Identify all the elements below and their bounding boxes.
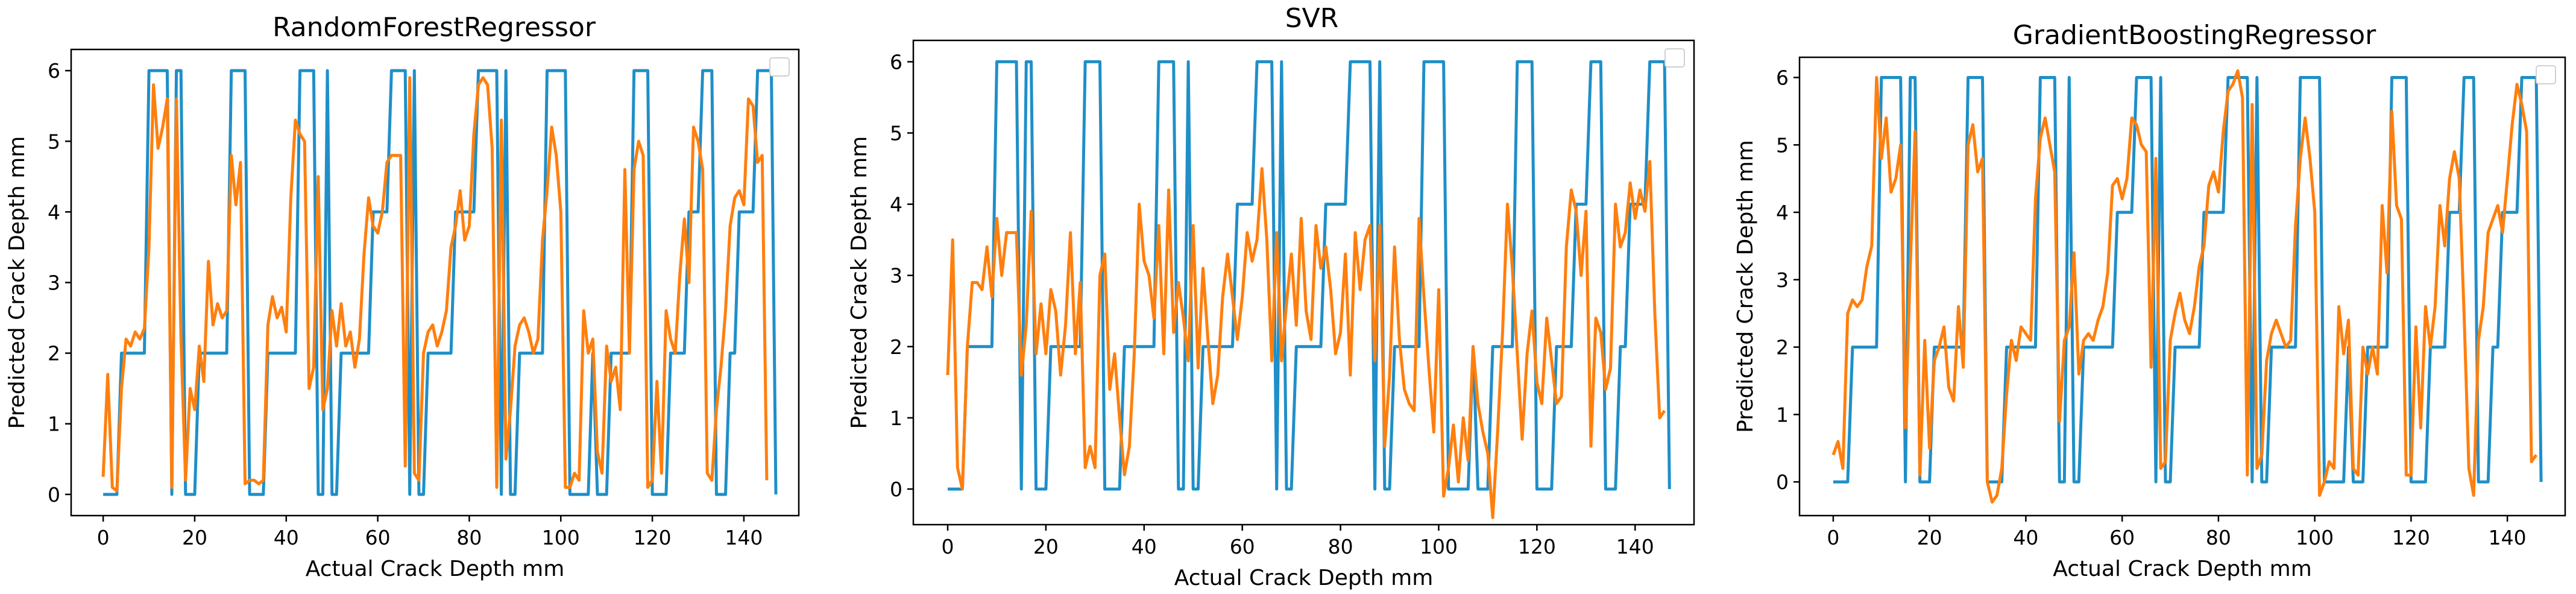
y-tick-label: 6	[48, 59, 60, 83]
chart-title: RandomForestRegressor	[272, 12, 596, 43]
chart-panel-2: SVR 0 20 40 60 80 100 120 140 0 1 2 3 4 5 6 Actual Crack…	[847, 3, 1695, 590]
series-line-actual	[948, 60, 1671, 491]
y-tick-label: 5	[1776, 133, 1789, 157]
y-tick-label: 3	[890, 264, 902, 288]
y-tick-label: 4	[1776, 201, 1789, 224]
y-axis-label: Predicted Crack Depth mm	[5, 136, 30, 429]
y-tick-label: 2	[48, 342, 60, 365]
plot-frame	[1798, 56, 2566, 517]
x-tick-label: 120	[634, 526, 672, 549]
y-tick-label: 4	[48, 200, 60, 224]
series-line-predicted	[1831, 69, 2538, 504]
legend-box	[1664, 48, 1685, 68]
x-axis-label: Actual Crack Depth mm	[2053, 557, 2312, 581]
x-tick-label: 60	[365, 526, 391, 549]
series-line-predicted	[946, 160, 1666, 519]
y-tick-label: 1	[890, 406, 902, 430]
x-tick-label: 20	[182, 526, 207, 549]
series-line-actual	[103, 69, 778, 496]
x-tick-label: 0	[942, 535, 954, 558]
y-tick-label: 6	[1776, 66, 1789, 90]
x-tick-label: 20	[1917, 526, 1942, 549]
y-axis-label: Predicted Crack Depth mm	[1733, 140, 1758, 433]
x-tick-label: 140	[1616, 535, 1654, 558]
chart-panel-1: RandomForestRegressor 0 20 40 60 80 100 120 140 0…	[5, 12, 800, 581]
x-tick-label: 140	[2489, 526, 2527, 549]
x-tick-label: 0	[1827, 526, 1839, 549]
x-tick-label: 80	[1328, 535, 1353, 558]
x-tick-label: 40	[274, 526, 299, 549]
plot-frame	[912, 39, 1695, 526]
x-tick-label: 100	[2296, 526, 2334, 549]
x-tick-label: 20	[1033, 535, 1059, 558]
y-tick-label: 4	[890, 193, 902, 216]
y-tick-label: 5	[890, 122, 902, 145]
y-tick-label: 0	[48, 483, 60, 507]
x-tick-label: 40	[2013, 526, 2038, 549]
x-tick-label: 60	[2109, 526, 2135, 549]
x-axis-label: Actual Crack Depth mm	[1174, 566, 1434, 590]
series-line-actual	[1833, 76, 2543, 484]
x-tick-label: 100	[542, 526, 580, 549]
chart-title: GradientBoostingRegressor	[2013, 20, 2376, 51]
legend-box	[2536, 65, 2556, 84]
x-tick-label: 40	[1132, 535, 1157, 558]
x-axis-label: Actual Crack Depth mm	[306, 557, 565, 581]
x-tick-label: 60	[1230, 535, 1255, 558]
x-tick-label: 80	[456, 526, 482, 549]
chart-title: SVR	[1285, 3, 1339, 34]
y-tick-label: 2	[1776, 336, 1789, 359]
y-tick-label: 6	[890, 50, 902, 74]
x-tick-label: 120	[2392, 526, 2430, 549]
y-tick-label: 3	[48, 271, 60, 295]
y-tick-label: 1	[1776, 403, 1789, 426]
y-tick-label: 3	[1776, 268, 1789, 292]
y-tick-label: 1	[48, 412, 60, 436]
y-tick-label: 0	[890, 478, 902, 501]
x-tick-label: 0	[97, 526, 110, 549]
x-tick-label: 80	[2206, 526, 2231, 549]
y-tick-label: 0	[1776, 470, 1789, 494]
y-axis-label: Predicted Crack Depth mm	[847, 136, 872, 429]
y-tick-label: 5	[48, 130, 60, 153]
series-line-predicted	[101, 76, 769, 493]
x-tick-label: 140	[725, 526, 763, 549]
x-tick-label: 120	[1518, 535, 1556, 558]
legend-box	[769, 57, 790, 77]
x-tick-label: 100	[1420, 535, 1458, 558]
y-tick-label: 2	[890, 335, 902, 359]
